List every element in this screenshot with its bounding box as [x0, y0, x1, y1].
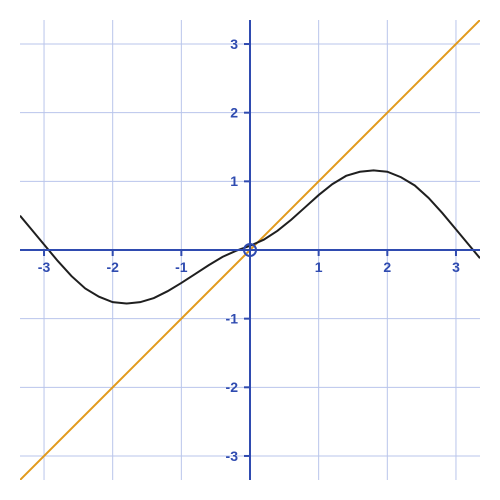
x-tick-label: -3 [38, 259, 51, 275]
xy-plot: -3 -2 -1 1 2 3 -3 -2 -1 1 2 3 [0, 0, 500, 500]
y-tick-label: 3 [230, 36, 238, 52]
x-tick-label: 2 [383, 259, 391, 275]
x-tick-label: -1 [175, 259, 188, 275]
x-tick-label: 1 [315, 259, 323, 275]
y-tick-label: 1 [230, 173, 238, 189]
y-tick-label: -2 [226, 379, 239, 395]
y-tick-label: 2 [230, 105, 238, 121]
x-tick-label: -2 [106, 259, 119, 275]
x-tick-label: 3 [452, 259, 460, 275]
y-tick-label: -1 [226, 311, 239, 327]
y-tick-label: -3 [226, 448, 239, 464]
